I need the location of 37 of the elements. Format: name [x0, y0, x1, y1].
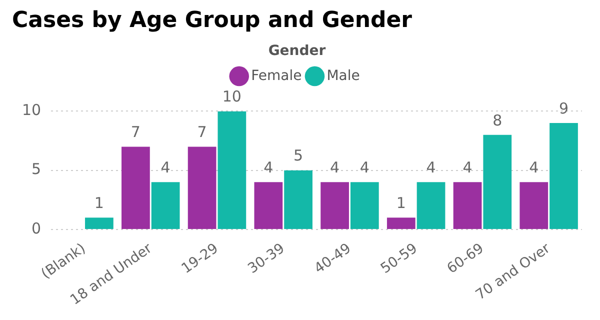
bar — [550, 123, 578, 229]
bar — [122, 146, 150, 229]
data-label: 7 — [197, 123, 207, 142]
data-label: 4 — [462, 158, 472, 177]
data-label: 4 — [264, 158, 274, 177]
data-label: 4 — [160, 158, 170, 177]
legend-label: Male — [326, 68, 360, 84]
bar — [483, 134, 512, 229]
bar — [284, 170, 312, 229]
y-tick-label: 5 — [32, 160, 42, 178]
data-label: 1 — [94, 194, 104, 212]
data-label: 5 — [294, 146, 304, 165]
bar — [416, 182, 446, 229]
bar — [85, 218, 114, 229]
data-label: 4 — [330, 158, 340, 177]
data-label: 7 — [130, 123, 140, 142]
legend-label: Female — [251, 68, 302, 84]
bar — [254, 182, 283, 229]
data-label: 10 — [222, 88, 242, 106]
data-label: 1 — [396, 194, 406, 212]
legend-title: Gender — [268, 43, 326, 60]
y-tick-label: 0 — [32, 219, 42, 238]
bar — [386, 218, 416, 229]
bar — [520, 182, 548, 229]
chart-title: Cases by Age Group and Gender — [12, 8, 412, 33]
bar — [218, 111, 246, 229]
bar — [350, 182, 379, 229]
data-label: 4 — [360, 158, 370, 177]
data-label: 9 — [558, 99, 569, 118]
bar — [151, 182, 180, 229]
data-label: 8 — [492, 111, 502, 130]
data-label: 4 — [529, 158, 539, 177]
bar — [453, 182, 482, 229]
bar — [320, 182, 349, 229]
data-label: 4 — [426, 158, 436, 177]
bar — [188, 146, 216, 229]
y-tick-label: 10 — [22, 101, 42, 120]
